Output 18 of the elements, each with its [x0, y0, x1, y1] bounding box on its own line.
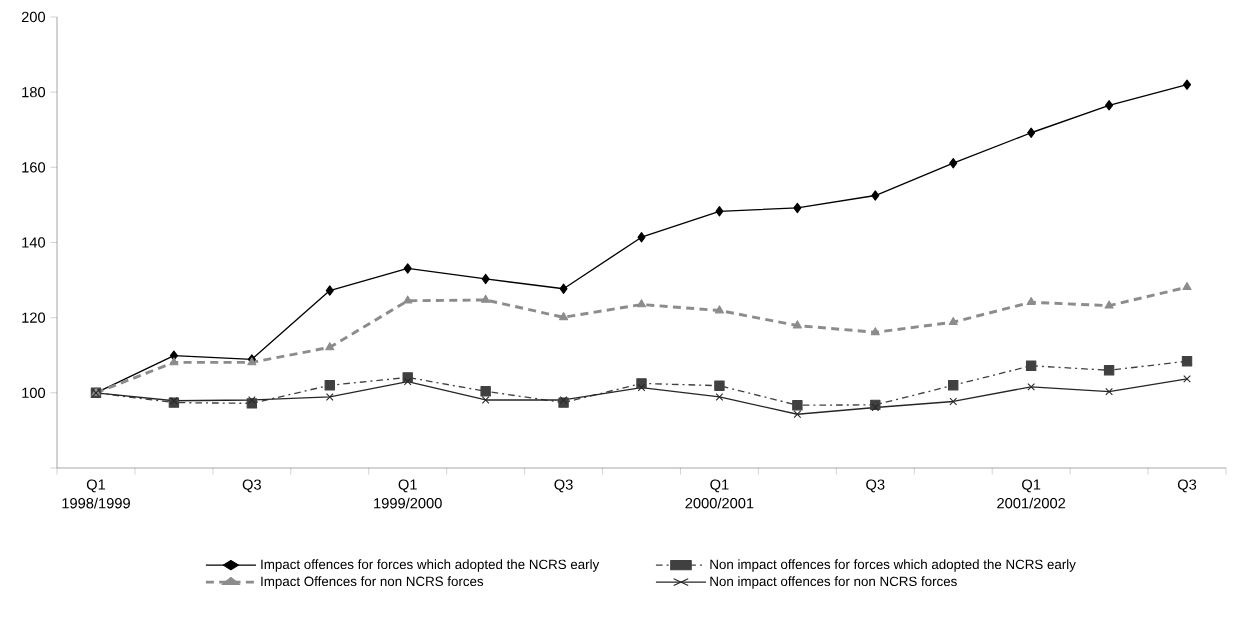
y-tick-label: 100	[22, 387, 46, 399]
x-tick-label: Q1 1998/1999	[62, 479, 130, 509]
legend-label: Impact Offences for non NCRS forces	[261, 576, 484, 589]
y-tick-label: 160	[22, 162, 46, 173]
x-tick-label: Q3	[866, 479, 885, 493]
y-tick-label: 200	[21, 11, 46, 23]
y-tick-label: 140	[22, 237, 46, 248]
legend-label: Impact offences for forces which adopted the NCRS early	[261, 559, 600, 572]
legend-label: Non impact offences for non NCRS forces	[710, 576, 957, 589]
x-tick-label: Q1 2000/2001	[685, 479, 754, 509]
legend-label: Non impact offences for forces which adopted the NCRS early	[710, 559, 1076, 572]
x-tick-label: Q3	[242, 479, 261, 493]
x-tick-label: Q3	[554, 479, 573, 493]
y-tick-label: 120	[22, 312, 46, 323]
x-tick-label: Q1 2001/2002	[997, 479, 1066, 509]
x-tick-label: Q1 1999/2000	[374, 479, 442, 509]
y-tick-label: 180	[22, 86, 46, 98]
x-tick-label: Q3	[1177, 479, 1197, 493]
